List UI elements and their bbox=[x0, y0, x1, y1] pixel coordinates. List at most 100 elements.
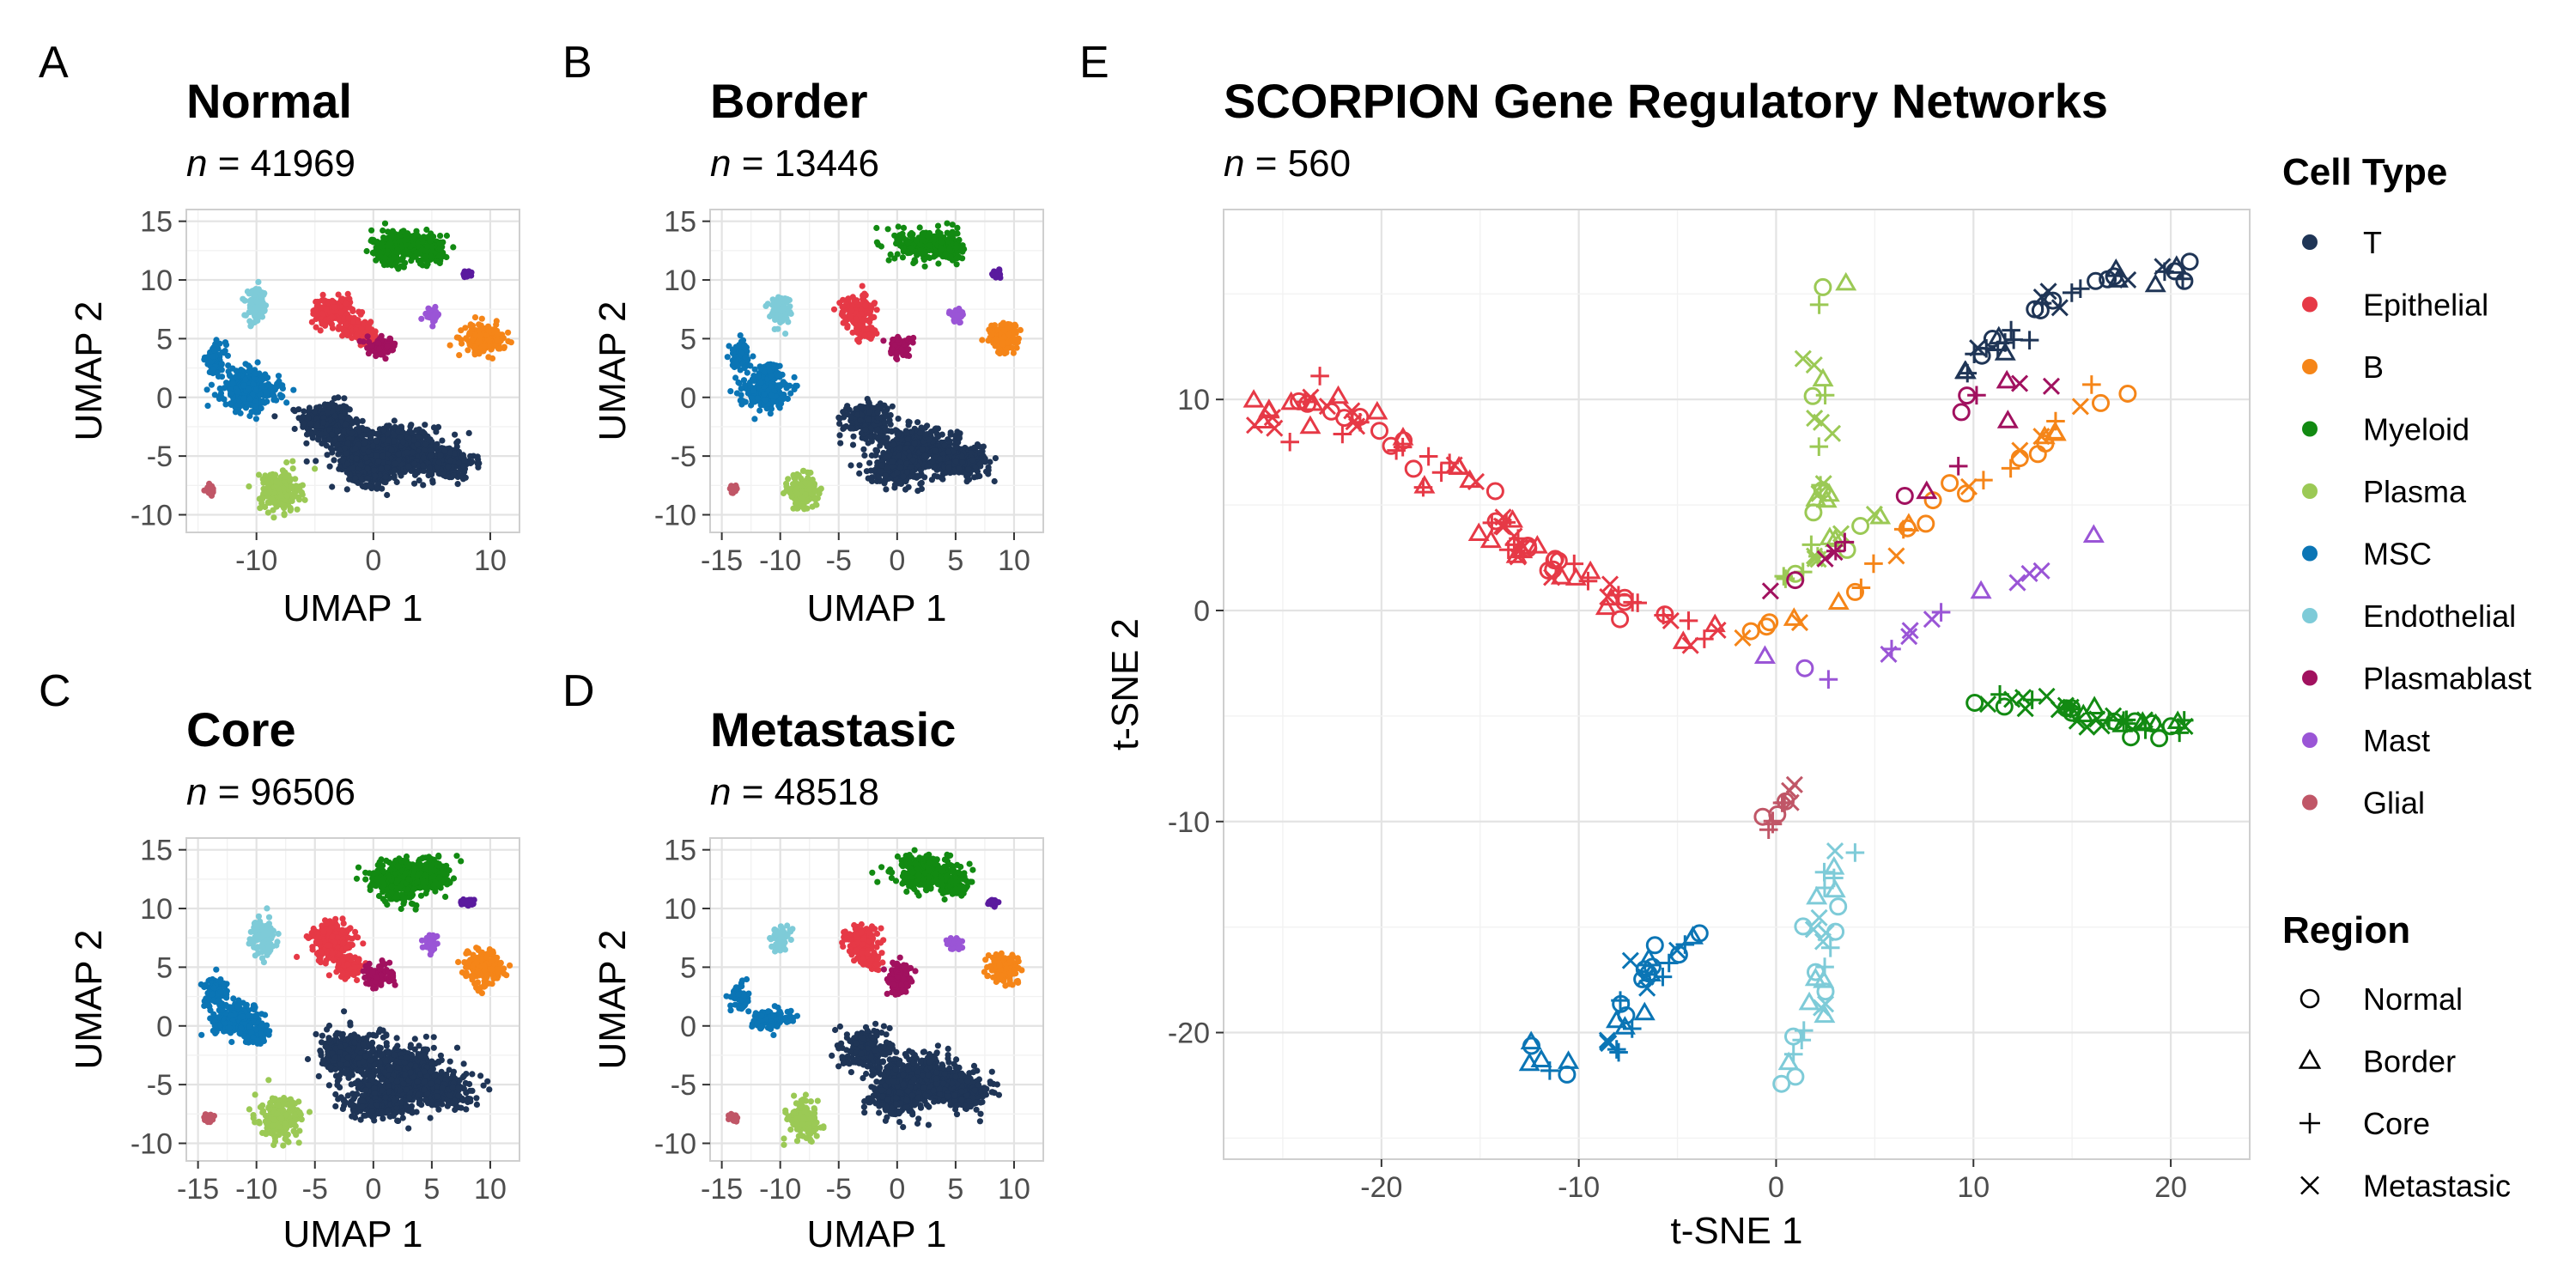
umap-point bbox=[465, 429, 472, 436]
umap-point bbox=[919, 446, 926, 453]
umap-point bbox=[456, 352, 463, 359]
umap-point bbox=[894, 469, 901, 476]
umap-point bbox=[435, 459, 442, 466]
umap-point bbox=[874, 409, 881, 416]
umap-point bbox=[454, 438, 461, 445]
umap-point bbox=[428, 453, 434, 459]
umap-point bbox=[427, 252, 434, 260]
y-tick-label: -5 bbox=[671, 440, 696, 473]
umap-point bbox=[352, 445, 359, 452]
umap-point bbox=[862, 302, 869, 309]
umap-point bbox=[500, 335, 507, 342]
umap-point bbox=[289, 465, 296, 472]
umap-point bbox=[290, 386, 297, 393]
umap-point bbox=[897, 464, 904, 471]
data-points bbox=[724, 220, 1024, 513]
umap-point bbox=[426, 465, 433, 472]
umap-point bbox=[345, 314, 352, 321]
umap-point bbox=[392, 460, 398, 467]
y-axis-label: UMAP 2 bbox=[68, 301, 110, 440]
x-tick-label: -10 bbox=[759, 544, 801, 577]
umap-point bbox=[848, 414, 854, 421]
umap-point bbox=[474, 339, 482, 346]
umap-point bbox=[380, 453, 386, 460]
umap-point bbox=[346, 471, 353, 478]
umap-point bbox=[275, 373, 283, 380]
umap-point bbox=[331, 457, 337, 464]
umap-point bbox=[924, 422, 931, 429]
umap-point bbox=[865, 398, 872, 405]
umap-point bbox=[896, 238, 903, 245]
x-axis-label: UMAP 1 bbox=[806, 587, 946, 629]
umap-point bbox=[384, 343, 391, 349]
umap-point bbox=[903, 429, 910, 436]
umap-point bbox=[447, 457, 454, 465]
umap-point bbox=[421, 467, 428, 475]
umap-point bbox=[466, 341, 473, 348]
umap-point bbox=[391, 431, 398, 438]
umap-point bbox=[373, 453, 380, 459]
umap-point bbox=[270, 514, 277, 521]
umap-point bbox=[368, 342, 375, 349]
umap-point bbox=[247, 297, 254, 304]
umap-point bbox=[856, 322, 863, 329]
umap-point bbox=[956, 465, 963, 472]
umap-point bbox=[912, 248, 919, 255]
umap-point bbox=[884, 434, 890, 441]
umap-point bbox=[467, 453, 474, 459]
umap-point bbox=[866, 459, 873, 466]
y-tick-label: 5 bbox=[680, 323, 696, 355]
umap-point bbox=[925, 233, 932, 240]
umap-point bbox=[303, 458, 310, 465]
umap-point bbox=[303, 440, 310, 447]
umap-point bbox=[414, 441, 421, 448]
umap-point bbox=[471, 351, 478, 358]
umap-point bbox=[934, 222, 942, 229]
umap-point bbox=[234, 388, 241, 395]
umap-point bbox=[404, 449, 410, 456]
umap-point bbox=[264, 398, 270, 405]
cluster-myeloid bbox=[363, 220, 457, 272]
umap-point bbox=[854, 411, 861, 418]
umap-point bbox=[346, 406, 353, 413]
umap-point bbox=[364, 465, 371, 472]
umap-point bbox=[341, 445, 349, 452]
umap-point bbox=[380, 427, 387, 434]
umap-point bbox=[974, 473, 981, 480]
umap-point bbox=[342, 421, 349, 428]
umap-point bbox=[848, 462, 854, 469]
umap-point bbox=[294, 506, 301, 513]
umap-point bbox=[363, 247, 370, 255]
umap-point bbox=[385, 437, 392, 444]
umap-point bbox=[251, 292, 258, 299]
umap-point bbox=[361, 439, 368, 447]
umap-point bbox=[457, 472, 464, 479]
umap-point bbox=[854, 405, 861, 412]
umap-point bbox=[841, 424, 848, 431]
cluster-glial bbox=[201, 480, 216, 499]
umap-point bbox=[418, 315, 425, 322]
umap-point bbox=[486, 328, 493, 335]
umap-point bbox=[861, 452, 868, 459]
umap-point bbox=[853, 298, 860, 306]
umap-point bbox=[401, 237, 408, 244]
umap-point bbox=[395, 451, 402, 458]
umap-point bbox=[868, 477, 876, 485]
umap-point bbox=[251, 370, 258, 377]
panel-title: Border bbox=[710, 74, 868, 128]
data-points bbox=[201, 220, 514, 521]
umap-point bbox=[258, 383, 266, 390]
umap-point bbox=[375, 345, 383, 353]
umap-point bbox=[436, 240, 443, 246]
umap-point bbox=[386, 240, 394, 246]
umap-point bbox=[945, 448, 952, 455]
umap-point bbox=[354, 417, 361, 424]
umap-point bbox=[900, 473, 907, 480]
umap-point bbox=[856, 470, 863, 477]
umap-point bbox=[921, 263, 928, 270]
umap-point bbox=[895, 416, 902, 422]
cluster-msc bbox=[201, 337, 297, 422]
umap-point bbox=[391, 254, 398, 261]
umap-point bbox=[413, 427, 420, 434]
